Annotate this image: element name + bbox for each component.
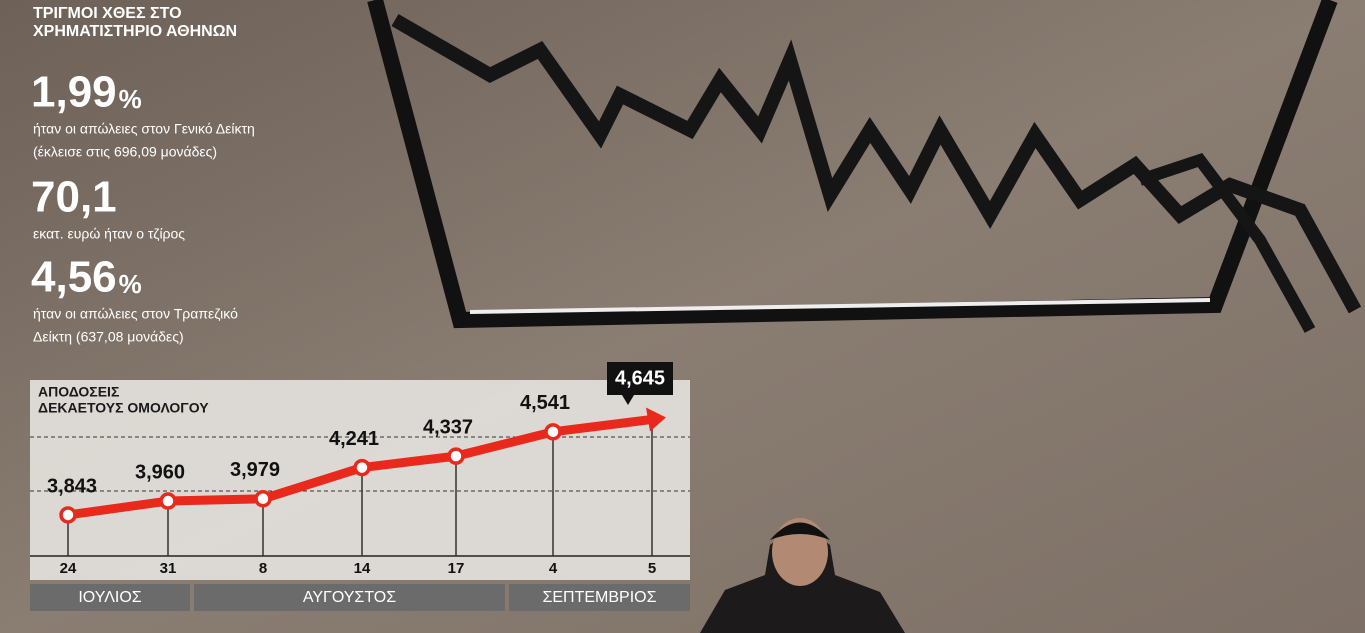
- month-label: ΙΟΥΛΙΟΣ: [78, 589, 141, 606]
- month-label: ΑΥΓΟΥΣΤΟΣ: [303, 589, 396, 606]
- page: {"header": {"title": ["ΤΡΙΓΜΟΙ ΧΘΕΣ ΣΤΟ"…: [0, 0, 1365, 633]
- x-tick-label: 14: [354, 560, 371, 577]
- stat-figure: 70,1: [31, 173, 117, 222]
- value-label: 3,843: [47, 475, 97, 497]
- value-label: 4,241: [329, 428, 379, 450]
- x-tick-label: 17: [448, 560, 465, 577]
- x-tick-label: 5: [648, 560, 656, 577]
- stat-text: ήταν οι απώλειες στον Τραπεζικό: [33, 306, 238, 322]
- stat-text: ήταν οι απώλειες στον Γενικό Δείκτη: [33, 121, 255, 137]
- stat-figure: 1,99: [31, 68, 117, 117]
- value-label: 4,337: [423, 416, 473, 438]
- chart-title: ΑΠΟΔΟΣΕΙΣ: [38, 384, 119, 400]
- x-tick-label: 8: [259, 560, 267, 577]
- month-label: ΣΕΠΤΕΜΒΡΙΟΣ: [542, 589, 656, 606]
- stat-text: Δείκτη (637,08 μονάδες): [33, 329, 184, 345]
- header-title: ΤΡΙΓΜΟΙ ΧΘΕΣ ΣΤΟ: [33, 5, 182, 22]
- x-tick-label: 4: [549, 560, 558, 577]
- value-label: 3,979: [230, 459, 280, 481]
- infographic: ΤΡΙΓΜΟΙ ΧΘΕΣ ΣΤΟ ΧΡΗΜΑΤΙΣΤΗΡΙΟ ΑΘΗΝΩΝ 1,…: [0, 0, 1365, 633]
- value-label: 4,541: [520, 392, 570, 414]
- value-label: 3,960: [135, 461, 185, 483]
- value-label: 4,645: [615, 367, 665, 389]
- stat-unit: %: [119, 84, 142, 114]
- header-title: ΧΡΗΜΑΤΙΣΤΗΡΙΟ ΑΘΗΝΩΝ: [33, 23, 237, 40]
- x-tick-label: 24: [60, 560, 77, 577]
- point: [61, 508, 75, 522]
- stat-unit: %: [119, 269, 142, 299]
- chart-title: ΔΕΚΑΕΤΟΥΣ ΟΜΟΛΟΓΟΥ: [38, 400, 209, 416]
- stat-text: εκατ. ευρώ ήταν ο τζίρος: [33, 226, 185, 242]
- point: [161, 494, 175, 508]
- point: [449, 449, 463, 463]
- x-tick-label: 31: [160, 560, 177, 577]
- point: [256, 492, 270, 506]
- point: [355, 461, 369, 475]
- stat-figure: 4,56: [31, 253, 117, 302]
- point: [546, 425, 560, 439]
- stat-text: (έκλεισε στις 696,09 μονάδες): [33, 144, 217, 160]
